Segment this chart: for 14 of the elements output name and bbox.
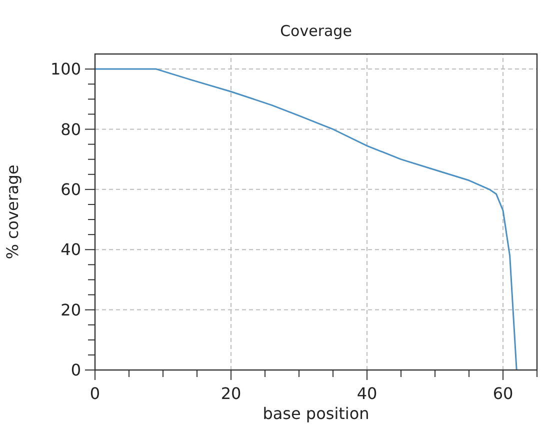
y-tick-label: 100 — [50, 60, 81, 79]
x-axis-title: base position — [262, 404, 370, 423]
y-tick-label: 60 — [60, 180, 81, 200]
x-tick-label: 60 — [492, 384, 514, 403]
y-tick-label: 20 — [60, 300, 81, 320]
y-tick-label: 40 — [60, 240, 81, 260]
y-tick-label: 80 — [60, 120, 81, 139]
x-tick-label: 20 — [220, 384, 242, 403]
y-axis-title: % coverage — [3, 164, 22, 260]
line-series — [94, 68, 518, 371]
y-tick-label: 0 — [70, 360, 81, 380]
chart-title: Coverage — [280, 22, 352, 40]
x-tick-label: 40 — [356, 384, 378, 403]
x-tick-label: 0 — [90, 384, 100, 403]
